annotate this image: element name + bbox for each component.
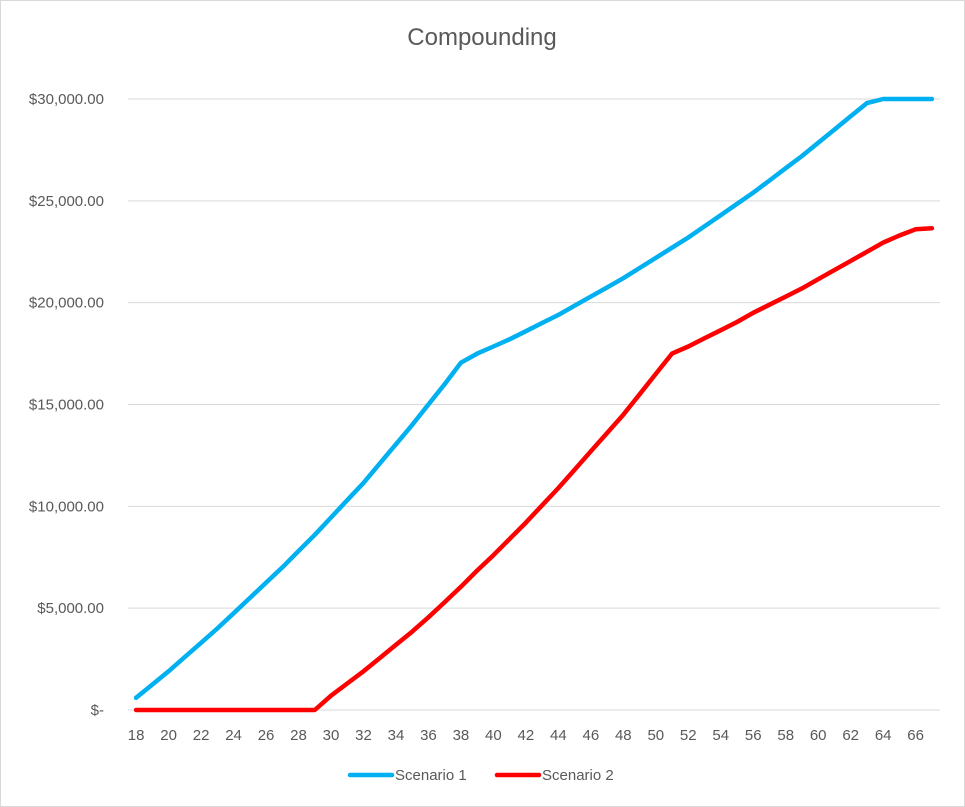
x-tick-label: 40 xyxy=(485,727,502,744)
y-tick-label: $25,000.00 xyxy=(29,193,104,210)
x-tick-label: 48 xyxy=(615,727,632,744)
x-tick-label: 46 xyxy=(582,727,599,744)
legend: Scenario 1 Scenario 2 xyxy=(350,767,614,784)
x-tick-label: 32 xyxy=(355,727,372,744)
x-tick-label: 56 xyxy=(745,727,762,744)
x-tick-label: 18 xyxy=(128,727,145,744)
y-tick-label: $30,000.00 xyxy=(29,91,104,108)
x-tick-label: 58 xyxy=(777,727,794,744)
y-axis-tick-labels: $- $5,000.00 $10,000.00 $15,000.00 $20,000.0… xyxy=(29,91,104,719)
legend-item-scenario-2: Scenario 2 xyxy=(497,767,614,784)
y-tick-label: $10,000.00 xyxy=(29,498,104,515)
gridlines xyxy=(128,99,940,710)
x-tick-label: 34 xyxy=(388,727,405,744)
chart-title: Compounding xyxy=(407,24,556,51)
x-tick-label: 26 xyxy=(258,727,275,744)
x-tick-label: 36 xyxy=(420,727,437,744)
x-tick-label: 22 xyxy=(193,727,210,744)
x-tick-label: 50 xyxy=(647,727,664,744)
x-tick-label: 28 xyxy=(290,727,307,744)
x-tick-label: 54 xyxy=(712,727,729,744)
x-tick-label: 64 xyxy=(875,727,892,744)
x-tick-label: 38 xyxy=(453,727,470,744)
x-tick-label: 24 xyxy=(225,727,242,744)
y-tick-label: $20,000.00 xyxy=(29,295,104,312)
x-tick-label: 60 xyxy=(810,727,827,744)
x-tick-label: 30 xyxy=(323,727,340,744)
y-tick-label: $15,000.00 xyxy=(29,397,104,414)
x-tick-label: 66 xyxy=(907,727,924,744)
x-tick-label: 42 xyxy=(518,727,535,744)
series-line-scenario-2 xyxy=(136,228,932,710)
x-tick-label: 20 xyxy=(160,727,177,744)
y-tick-label: $5,000.00 xyxy=(37,600,104,617)
x-tick-label: 44 xyxy=(550,727,567,744)
legend-item-scenario-1: Scenario 1 xyxy=(350,767,467,784)
y-tick-label: $- xyxy=(91,702,104,719)
x-tick-label: 62 xyxy=(842,727,859,744)
x-tick-label: 52 xyxy=(680,727,697,744)
x-axis-tick-labels: 18 20 22 24 26 28 30 32 34 36 38 40 42 44 46 48 50 52 54 56… xyxy=(128,727,924,744)
legend-label: Scenario 1 xyxy=(395,767,467,784)
legend-label: Scenario 2 xyxy=(542,767,614,784)
